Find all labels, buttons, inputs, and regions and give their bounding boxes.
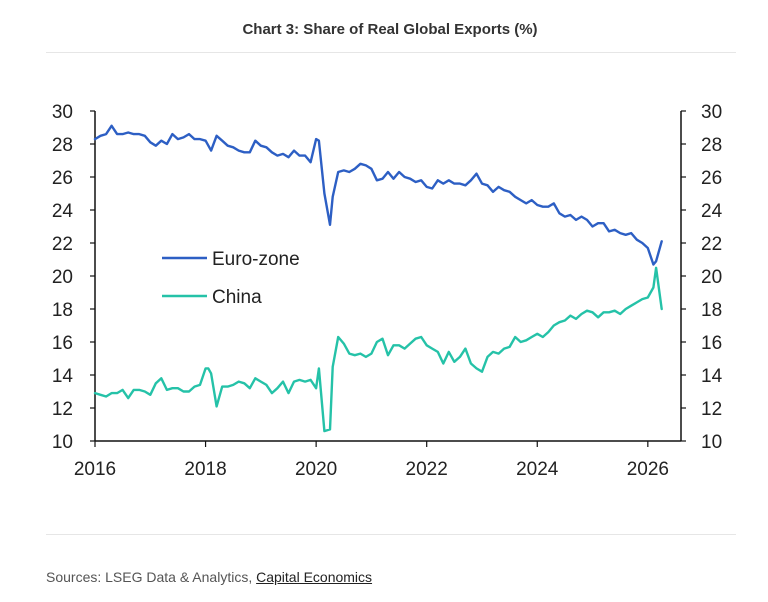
x-tick-label: 2022 [406, 459, 448, 480]
legend-label-china: China [212, 287, 262, 308]
y-left-tick-label: 12 [52, 399, 73, 420]
y-left-tick-label: 22 [52, 234, 73, 255]
bottom-divider [46, 534, 736, 535]
chart-title: Chart 3: Share of Real Global Exports (%… [242, 21, 538, 38]
y-right-tick-label: 24 [701, 201, 723, 222]
y-left-tick-label: 24 [52, 201, 74, 222]
y-right-tick-label: 30 [701, 102, 722, 123]
y-left-tick-label: 26 [52, 168, 73, 189]
legend: Euro-zone China [162, 249, 300, 308]
y-right-tick-label: 16 [701, 333, 722, 354]
x-tick-label: 2018 [184, 459, 226, 480]
x-tick-label: 2026 [627, 459, 669, 480]
x-tick-label: 2020 [295, 459, 337, 480]
x-tick-label: 2024 [516, 459, 559, 480]
y-right-tick-label: 12 [701, 399, 722, 420]
y-left-tick-label: 18 [52, 300, 73, 321]
y-left-tick-label: 28 [52, 135, 73, 156]
y-left-tick-label: 30 [52, 102, 73, 123]
y-right-tick-label: 10 [701, 432, 722, 453]
legend-label-euro-zone: Euro-zone [212, 249, 300, 270]
x-tick-label: 2016 [74, 459, 116, 480]
euro-zone-series-line [93, 124, 663, 266]
y-right-tick-label: 22 [701, 234, 722, 255]
y-right-tick-label: 14 [701, 366, 723, 387]
source-prefix: Sources: LSEG Data & Analytics, [46, 569, 253, 585]
y-left-tick-label: 14 [52, 366, 74, 387]
top-divider [46, 52, 736, 53]
y-right-tick-label: 20 [701, 267, 722, 288]
series-layer [93, 124, 663, 433]
capital-economics-link[interactable]: Capital Economics [256, 569, 373, 585]
source-note: Sources: LSEG Data & Analytics, Capital … [46, 569, 372, 585]
y-right-tick-label: 18 [701, 300, 722, 321]
y-right-tick-label: 28 [701, 135, 722, 156]
y-left-tick-label: 16 [52, 333, 73, 354]
y-right-tick-label: 26 [701, 168, 722, 189]
y-left-tick-label: 10 [52, 432, 73, 453]
china-series-line [93, 266, 663, 433]
y-left-tick-label: 20 [52, 267, 73, 288]
